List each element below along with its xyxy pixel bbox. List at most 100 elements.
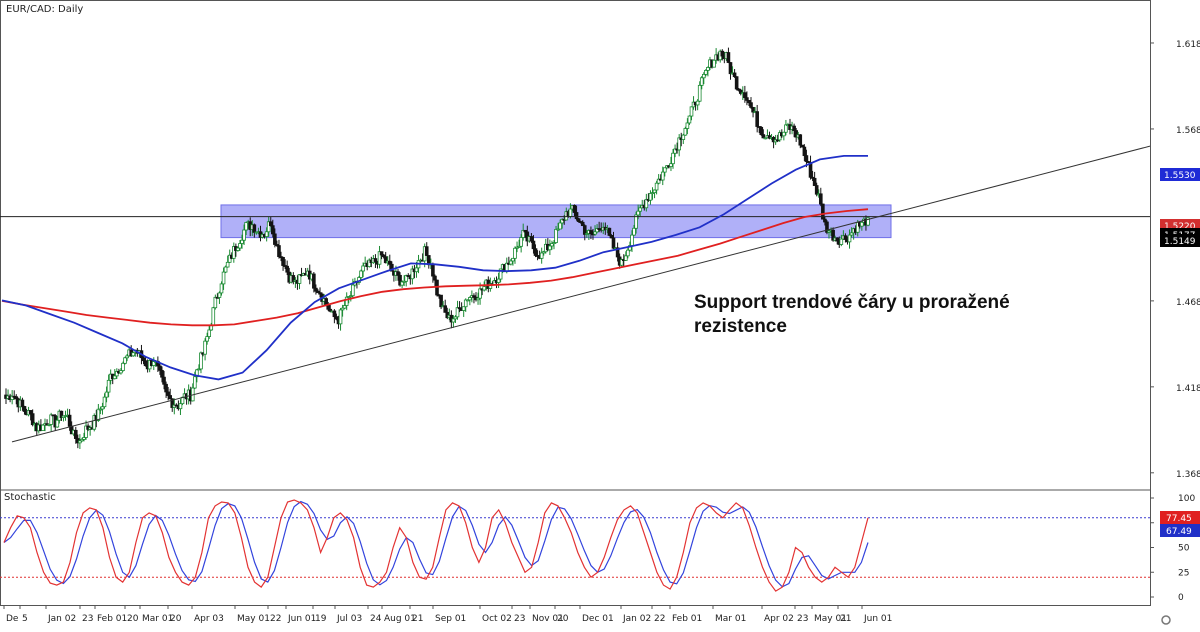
candle-body — [619, 259, 624, 266]
candle-body — [843, 235, 848, 240]
candle-body — [332, 310, 337, 318]
candle-body — [810, 176, 815, 179]
candle-body — [277, 245, 281, 258]
candle-body — [609, 235, 614, 239]
support-trendline — [11, 145, 1151, 443]
candle-body — [213, 296, 218, 309]
candle-body — [576, 218, 581, 222]
candle-body — [860, 221, 864, 227]
x-tick-label: Jun 01 — [863, 614, 892, 624]
candle-body — [699, 77, 704, 86]
x-tick-label: Feb 01 — [97, 614, 127, 624]
candle-body — [197, 368, 201, 371]
candle-body — [178, 403, 183, 410]
candle-body — [106, 379, 111, 393]
candle-body — [663, 167, 667, 173]
candle-body — [671, 152, 675, 165]
candle-body — [472, 295, 476, 298]
x-tick-label: 22 — [270, 614, 281, 624]
candle-body — [324, 298, 328, 305]
candle-body — [804, 155, 809, 162]
candle-body — [162, 376, 166, 385]
stochastic-label: Stochastic — [4, 492, 56, 503]
candle-body — [784, 124, 788, 133]
candle-body — [236, 247, 240, 251]
candle-body — [242, 229, 246, 241]
candle-body — [238, 243, 242, 249]
x-tick-label: 23 — [797, 614, 808, 624]
y-tick-label: 1.4687 — [1176, 298, 1200, 308]
candle-body — [792, 125, 796, 131]
candle-body — [523, 229, 528, 233]
candle-body — [726, 52, 731, 63]
candle-body — [831, 229, 835, 241]
candle-body — [342, 305, 347, 309]
candle-body — [539, 252, 544, 259]
candle-body — [10, 395, 14, 400]
candle-body — [593, 231, 597, 235]
candle-body — [232, 246, 236, 259]
candle-body — [402, 280, 406, 283]
candle-body — [589, 230, 593, 235]
candle-body — [513, 247, 517, 259]
candle-body — [777, 132, 782, 141]
candle-body — [660, 171, 665, 181]
candle-body — [203, 340, 207, 355]
candle-body — [344, 296, 349, 306]
settings-icon[interactable] — [1161, 615, 1171, 625]
candle-body — [624, 255, 628, 261]
x-tick-label: 23 — [82, 614, 93, 624]
candle-body — [271, 225, 275, 235]
candle-body — [650, 192, 655, 195]
candle-body — [297, 274, 302, 284]
candle-body — [461, 306, 466, 311]
candle-body — [455, 307, 460, 318]
candle-body — [41, 424, 45, 431]
x-tick-label: Sep 01 — [435, 614, 466, 624]
candle-body — [580, 221, 585, 227]
candle-body — [160, 369, 164, 378]
candle-body — [866, 217, 870, 226]
candle-body — [835, 237, 840, 242]
x-tick-label: 21 — [412, 614, 423, 624]
stoch-y-tick-label: 50 — [1178, 544, 1190, 554]
price-tag-label: 1.5530 — [1164, 171, 1196, 181]
candle-body — [207, 329, 211, 337]
candle-body — [351, 284, 355, 297]
candle-body — [314, 287, 318, 292]
candle-body — [240, 239, 244, 244]
x-tick-label: 19 — [315, 614, 327, 624]
x-tick-label: Jan 02 — [47, 614, 76, 624]
candle-body — [509, 260, 513, 265]
candle-body — [800, 144, 805, 148]
candle-body — [749, 102, 753, 108]
candle-body — [55, 419, 60, 428]
x-tick-label: Nov 01 — [532, 614, 564, 624]
candle-body — [396, 271, 400, 276]
price-tag — [1160, 168, 1200, 181]
candle-body — [158, 365, 162, 371]
candle-body — [812, 177, 817, 186]
candle-body — [195, 369, 199, 378]
candle-body — [478, 288, 482, 299]
candle-body — [219, 283, 224, 294]
candle-body — [595, 228, 599, 233]
stochastic-d-line — [3, 500, 869, 588]
candle-body — [465, 299, 470, 302]
candle-body — [285, 265, 289, 273]
candle-body — [373, 258, 378, 262]
candle-body — [763, 137, 768, 140]
x-tick-label: Mar 01 — [715, 614, 746, 624]
candle-body — [615, 247, 620, 258]
x-tick-label: Jun 01 — [287, 614, 316, 624]
candle-body — [654, 182, 659, 191]
candle-body — [849, 232, 854, 236]
candle-body — [205, 336, 209, 342]
candle-body — [468, 297, 472, 301]
candle-body — [334, 316, 339, 320]
candle-body — [115, 371, 119, 377]
candle-body — [560, 218, 564, 224]
candle-body — [582, 225, 587, 235]
